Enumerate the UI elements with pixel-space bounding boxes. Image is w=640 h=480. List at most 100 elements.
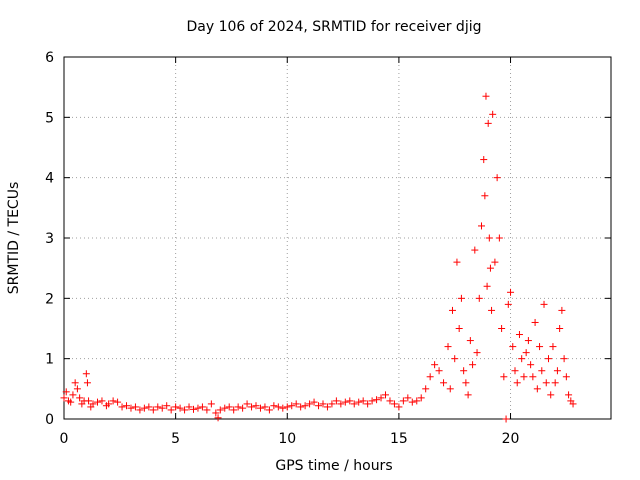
data-point-marker <box>451 355 459 363</box>
data-point-marker <box>123 402 131 410</box>
data-point-marker <box>239 404 247 412</box>
data-point-marker <box>520 373 528 381</box>
data-point-marker <box>274 403 282 411</box>
data-point-marker <box>471 246 479 254</box>
data-point-marker <box>417 394 425 402</box>
data-point-marker <box>85 397 93 405</box>
data-point-marker <box>181 406 189 414</box>
data-point-marker <box>500 373 508 381</box>
data-point-marker <box>488 306 496 314</box>
data-point-marker <box>538 367 546 375</box>
data-point-marker <box>560 355 568 363</box>
data-point-marker <box>399 397 407 405</box>
x-tick-label: 20 <box>502 431 520 447</box>
data-point-marker <box>93 398 101 406</box>
data-point-marker <box>482 92 490 100</box>
data-point-marker <box>319 400 327 408</box>
data-point-marker <box>453 258 461 266</box>
data-point-marker <box>230 406 238 414</box>
data-point-marker <box>485 234 493 242</box>
data-point-marker <box>145 403 153 411</box>
y-tick-label: 3 <box>45 231 54 247</box>
data-point-marker <box>422 385 430 393</box>
data-point-marker <box>446 385 454 393</box>
data-point-marker <box>377 394 385 402</box>
data-point-marker <box>527 361 535 369</box>
data-point-marker <box>386 397 394 405</box>
data-point-marker <box>252 402 260 410</box>
data-point-marker <box>457 294 465 302</box>
data-point-marker <box>214 414 222 422</box>
data-point-marker <box>265 406 273 414</box>
data-point-marker <box>189 405 197 413</box>
data-point-marker <box>553 367 561 375</box>
data-point-marker <box>167 406 175 414</box>
data-point-marker <box>176 404 184 412</box>
data-point-marker <box>524 337 532 345</box>
data-point-marker <box>306 400 314 408</box>
data-point-marker <box>83 379 91 387</box>
data-point-marker <box>172 403 180 411</box>
data-point-marker <box>464 391 472 399</box>
data-point-marker <box>337 400 345 408</box>
data-point-marker <box>486 264 494 272</box>
data-point-marker <box>350 400 358 408</box>
data-point-marker <box>69 391 77 399</box>
data-point-marker <box>67 398 75 406</box>
data-point-marker <box>382 391 390 399</box>
data-point-marker <box>522 349 530 357</box>
data-point-marker <box>234 403 242 411</box>
data-point-marker <box>489 110 497 118</box>
data-point-marker <box>551 379 559 387</box>
data-point-marker <box>462 379 470 387</box>
y-tick-label: 6 <box>45 50 54 66</box>
data-point-marker <box>435 367 443 375</box>
data-point-marker <box>473 349 481 357</box>
data-point-marker <box>536 343 544 351</box>
chart-title: Day 106 of 2024, SRMTID for receiver dji… <box>187 19 482 35</box>
data-point-marker <box>455 325 463 332</box>
data-point-marker <box>225 403 233 411</box>
data-point-marker <box>310 398 318 406</box>
x-axis-ticks: 0 5 10 15 20 <box>60 57 520 447</box>
data-point-marker <box>480 156 488 164</box>
data-point-marker <box>507 288 515 296</box>
data-point-marker <box>248 403 256 411</box>
data-point-marker <box>440 379 448 387</box>
data-point-marker <box>203 406 211 414</box>
data-point-marker <box>82 370 90 378</box>
data-point-marker <box>301 402 309 410</box>
data-point-marker <box>368 397 376 405</box>
data-point-marker <box>288 402 296 410</box>
y-tick-label: 0 <box>45 412 54 428</box>
data-point-marker <box>109 397 117 405</box>
data-point-marker <box>562 373 570 381</box>
data-point-marker <box>105 400 113 408</box>
data-point-marker <box>542 379 550 387</box>
data-point-marker <box>114 398 122 406</box>
data-point-marker <box>493 174 501 182</box>
data-point-marker <box>127 404 135 412</box>
grid-lines <box>64 57 611 419</box>
data-point-marker <box>513 379 521 387</box>
data-point-marker <box>373 396 381 404</box>
data-point-marker <box>315 402 323 410</box>
data-point-marker <box>328 400 336 408</box>
x-axis-label: GPS time / hours <box>275 458 392 474</box>
data-point-marker <box>279 404 287 412</box>
data-point-marker <box>469 361 477 369</box>
data-point-marker <box>292 400 300 408</box>
data-point-marker <box>504 300 512 308</box>
data-point-marker <box>444 343 452 351</box>
data-point-marker <box>212 409 220 417</box>
data-point-marker <box>256 404 264 412</box>
data-point-marker <box>565 391 573 399</box>
data-point-marker <box>359 397 367 405</box>
y-axis-ticks: 0 1 2 3 4 5 6 <box>45 50 611 428</box>
data-point-marker <box>547 391 555 399</box>
data-point-marker <box>73 385 81 393</box>
data-point-marker <box>60 394 68 402</box>
data-point-marker <box>404 394 412 402</box>
data-point-marker <box>533 385 541 393</box>
